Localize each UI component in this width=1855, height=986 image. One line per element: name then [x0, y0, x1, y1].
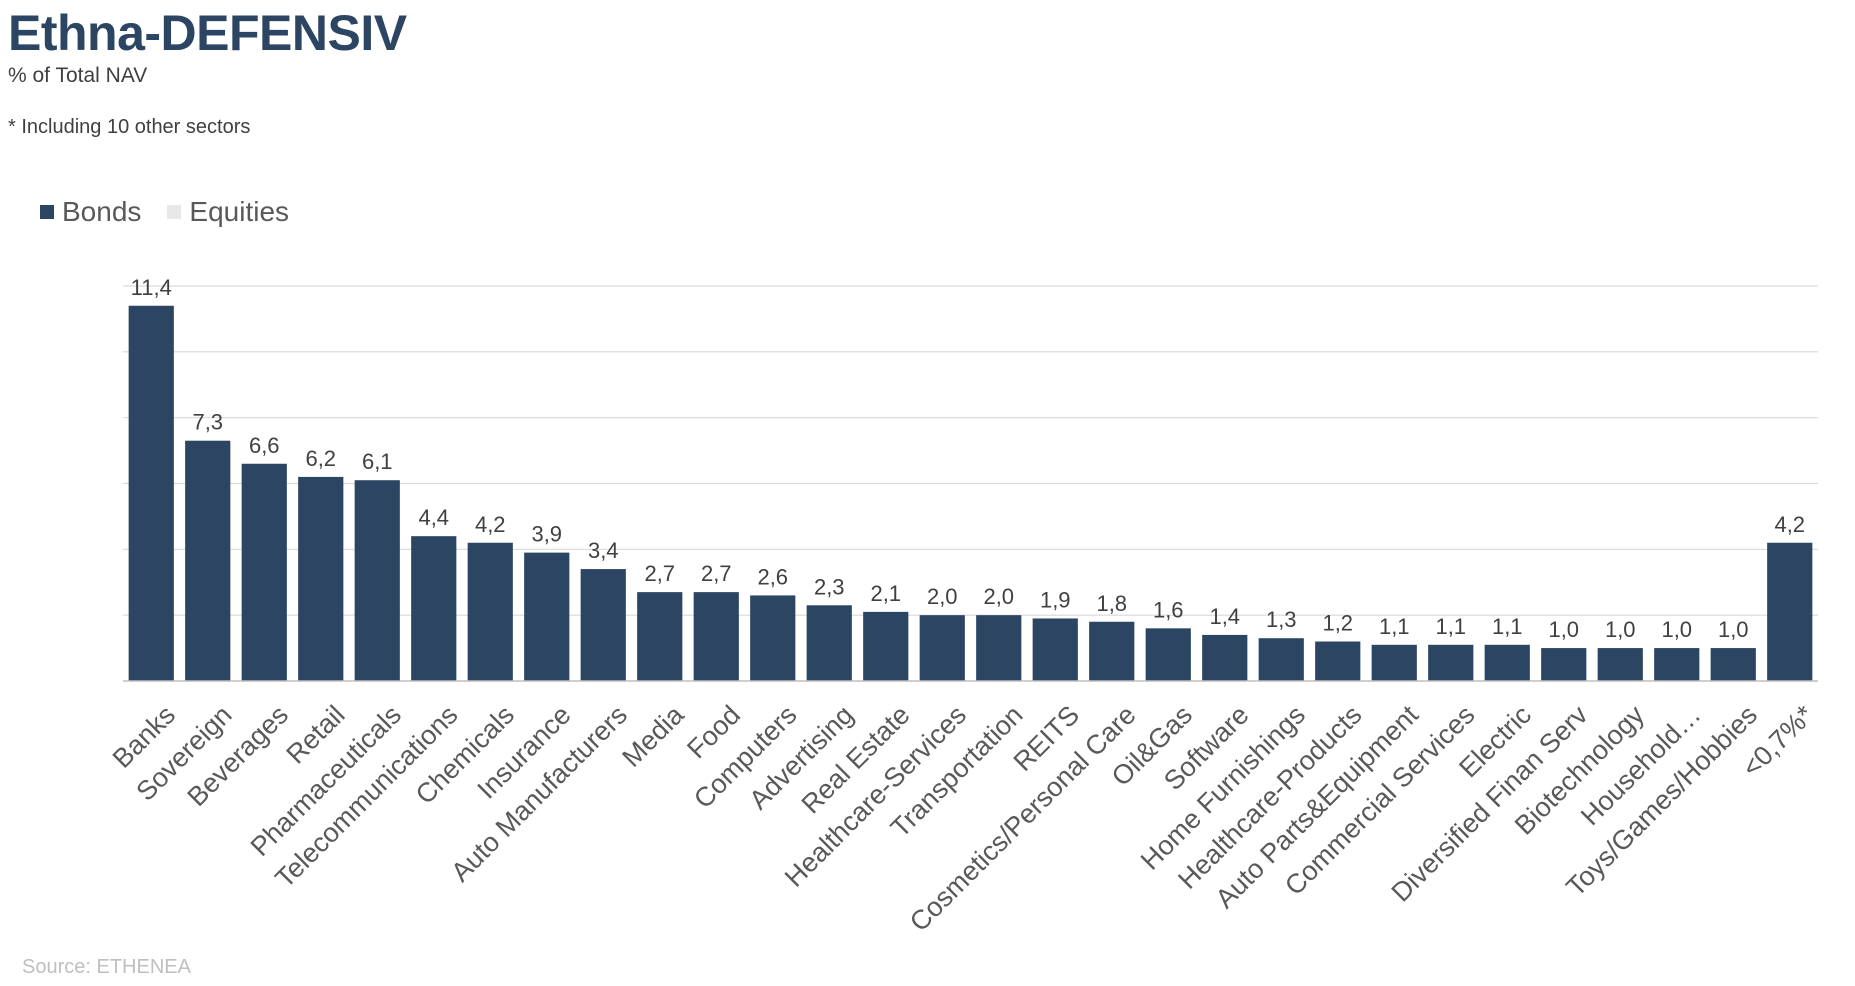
bar-bonds: [976, 615, 1022, 681]
data-label: 1,1: [1492, 614, 1523, 639]
grid-lines: [123, 285, 1818, 616]
data-label: 2,0: [983, 584, 1014, 609]
legend-item-equities: Equities: [167, 196, 289, 228]
bar-bonds: [411, 536, 457, 681]
data-labels: 11,4 7,3 6,6 6,2 6,1 4,4 4,2 3,9 3,4 2,7 2,7 2,6 2,3…: [131, 275, 1805, 642]
data-label: 1,3: [1266, 607, 1297, 632]
data-label: 1,0: [1718, 617, 1749, 642]
data-label: 2,7: [701, 561, 732, 586]
legend: Bonds Equities: [40, 196, 315, 228]
bar-bonds: [1541, 648, 1587, 681]
category-labels: BanksSovereignBeveragesRetailPharmaceuti…: [107, 699, 1820, 937]
data-label: 1,0: [1661, 617, 1692, 642]
data-label: 1,9: [1040, 587, 1071, 612]
bar-bonds: [241, 463, 287, 681]
legend-label-equities: Equities: [189, 196, 290, 227]
bar-bonds: [863, 611, 909, 681]
bar-bonds: [693, 592, 739, 681]
data-label: 2,7: [644, 561, 675, 586]
bar-bonds: [580, 569, 626, 681]
legend-swatch-bonds: [40, 205, 54, 219]
data-label: 4,2: [1774, 512, 1805, 537]
bar-bonds: [185, 440, 231, 681]
bar-bonds: [1484, 644, 1530, 681]
data-label: 6,1: [362, 449, 393, 474]
data-label: 1,8: [1096, 591, 1127, 616]
data-label: 1,2: [1322, 611, 1353, 636]
bar-bonds: [1428, 644, 1474, 681]
bar-bonds: [467, 542, 513, 681]
footnote: * Including 10 other sectors: [8, 116, 251, 138]
bar-bonds: [128, 305, 174, 681]
bar-bonds: [354, 480, 400, 681]
bar-bonds: [1202, 634, 1248, 681]
data-label: 2,3: [814, 574, 845, 599]
bar-bonds: [1258, 638, 1304, 681]
data-label: 3,4: [588, 538, 619, 563]
bar-bonds: [1767, 542, 1813, 681]
data-label: 4,2: [475, 512, 506, 537]
data-label: 1,6: [1153, 597, 1184, 622]
bar-bonds: [1145, 628, 1191, 681]
bar-bonds: [524, 552, 570, 681]
data-label: 2,0: [927, 584, 958, 609]
data-label: 3,9: [531, 522, 562, 547]
bar-bonds: [750, 595, 796, 681]
bar-bonds: [1315, 641, 1361, 681]
chart-subtitle: % of Total NAV: [8, 64, 148, 87]
data-label: 7,3: [192, 410, 223, 435]
bar-bonds: [1089, 621, 1135, 681]
data-label: 6,2: [305, 446, 336, 471]
bar-bonds: [298, 476, 344, 681]
data-label: 2,6: [757, 564, 788, 589]
chart-title: Ethna-DEFENSIV: [8, 5, 407, 61]
bar-bonds: [1032, 618, 1078, 681]
bar-bonds: [1710, 648, 1756, 681]
data-label: 1,1: [1379, 614, 1410, 639]
bar-bonds: [637, 592, 683, 681]
legend-label-bonds: Bonds: [62, 196, 142, 227]
data-label: 6,6: [249, 433, 280, 458]
bar-bonds: [919, 615, 965, 681]
bars: [128, 305, 1813, 681]
category-label: Media: [616, 699, 690, 773]
data-label: 4,4: [418, 505, 449, 530]
bar-bonds: [1597, 648, 1643, 681]
legend-swatch-equities: [167, 205, 182, 219]
bar-bonds: [1371, 644, 1417, 681]
data-label: 1,0: [1548, 617, 1579, 642]
bar-bonds: [1654, 648, 1700, 681]
data-label: 1,4: [1209, 604, 1240, 629]
source-note: Source: ETHENEA: [22, 956, 191, 978]
legend-item-bonds: Bonds: [40, 196, 141, 228]
bar-bonds: [806, 605, 852, 681]
data-label: 1,0: [1605, 617, 1636, 642]
data-label: 1,1: [1435, 614, 1466, 639]
data-label: 11,4: [131, 275, 172, 300]
data-label: 2,1: [870, 581, 901, 606]
